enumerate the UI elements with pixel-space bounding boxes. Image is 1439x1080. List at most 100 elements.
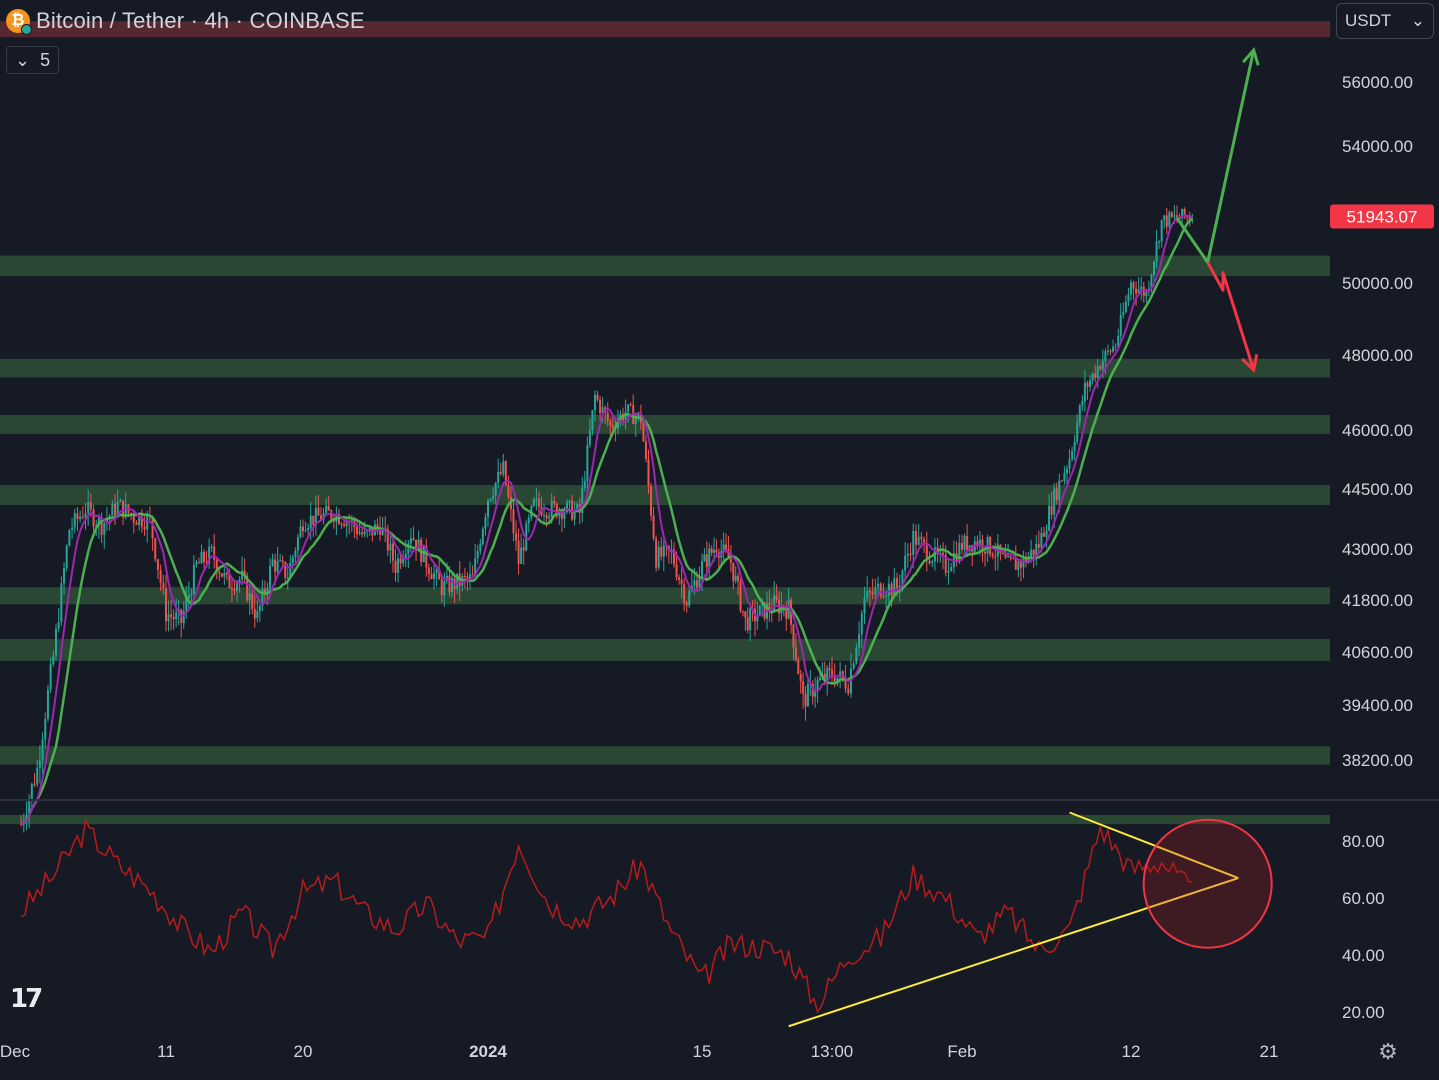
candle-down bbox=[427, 567, 430, 575]
candle-up bbox=[187, 594, 190, 598]
candle-down bbox=[1001, 553, 1004, 555]
candle-up bbox=[637, 412, 640, 417]
bullish-arrow-head bbox=[1242, 46, 1260, 66]
candle-down bbox=[517, 540, 520, 564]
current-price-badge bbox=[1330, 204, 1434, 229]
candle-up bbox=[550, 500, 553, 517]
candle-down bbox=[233, 589, 236, 591]
price-tick-label: 41800.00 bbox=[1342, 591, 1413, 610]
currency-select[interactable]: USDT ⌄ bbox=[1336, 3, 1434, 39]
candle-down bbox=[1032, 549, 1035, 556]
candle-up bbox=[1137, 289, 1140, 294]
axes: 56000.00 54000.00 50000.00 48000.00 46000.00… bbox=[0, 73, 1439, 1061]
candle-up bbox=[1140, 286, 1143, 290]
candle-up bbox=[1117, 335, 1120, 347]
settings-icon[interactable]: ⚙ bbox=[1378, 1039, 1398, 1064]
price-tick-label: 56000.00 bbox=[1342, 73, 1413, 92]
candle-up bbox=[417, 539, 420, 550]
candle-up bbox=[1089, 380, 1092, 387]
candle-up bbox=[487, 500, 489, 517]
candle-down bbox=[609, 421, 612, 426]
candle-up bbox=[901, 570, 904, 586]
candle-down bbox=[140, 515, 143, 527]
rsi-tick-label: 20.00 bbox=[1342, 1003, 1385, 1022]
price-tick-label: 46000.00 bbox=[1342, 421, 1413, 440]
candle-up bbox=[294, 550, 297, 557]
candle-down bbox=[1055, 488, 1058, 501]
candle-down bbox=[799, 674, 802, 682]
candle-up bbox=[917, 536, 920, 545]
candle-down bbox=[984, 551, 987, 554]
candle-up bbox=[818, 677, 821, 681]
candle-up bbox=[484, 516, 487, 529]
candle-up bbox=[1076, 422, 1079, 442]
candle-up bbox=[558, 511, 561, 517]
candle-down bbox=[642, 422, 645, 442]
candle-up bbox=[898, 585, 901, 588]
support-zone bbox=[0, 815, 1330, 825]
candle-down bbox=[512, 509, 515, 534]
candle-up bbox=[238, 579, 241, 584]
candle-up bbox=[30, 783, 33, 799]
indicators-toggle-button[interactable]: ⌄ 5 bbox=[6, 46, 60, 74]
candle-up bbox=[688, 591, 691, 606]
candle-up bbox=[874, 587, 877, 595]
candle-up bbox=[1045, 530, 1048, 537]
candle-down bbox=[896, 578, 898, 588]
candle-up bbox=[182, 611, 185, 623]
candle-up bbox=[1124, 301, 1127, 313]
candle-down bbox=[847, 688, 850, 694]
candle-down bbox=[162, 582, 165, 589]
candle-up bbox=[947, 570, 950, 573]
candle-up bbox=[167, 614, 170, 622]
candle-down bbox=[205, 561, 208, 564]
candle-up bbox=[634, 416, 637, 425]
candle-down bbox=[522, 547, 525, 551]
candle-down bbox=[399, 558, 402, 564]
candle-down bbox=[976, 541, 979, 547]
candle-up bbox=[866, 590, 869, 599]
candle-up bbox=[532, 499, 535, 506]
candle-down bbox=[871, 592, 874, 595]
candle-up bbox=[657, 547, 660, 568]
candle-down bbox=[882, 596, 885, 598]
candle-down bbox=[430, 574, 433, 579]
symbol-title[interactable]: Bitcoin / Tether · 4h · COINBASE bbox=[36, 8, 365, 33]
candle-down bbox=[994, 556, 997, 558]
candle-up bbox=[1101, 360, 1104, 370]
candle-up bbox=[756, 616, 759, 622]
candle-up bbox=[409, 538, 412, 544]
candle-up bbox=[289, 562, 292, 578]
candle-up bbox=[581, 487, 584, 513]
candle-down bbox=[243, 570, 246, 576]
candle-up bbox=[296, 536, 299, 551]
time-tick-label: 13:00 bbox=[811, 1042, 854, 1061]
rsi-tick-label: 80.00 bbox=[1342, 832, 1385, 851]
candle-up bbox=[443, 581, 446, 596]
moving-average-fast bbox=[20, 214, 1193, 826]
price-tick-label: 43000.00 bbox=[1342, 540, 1413, 559]
time-tick-label: 12 bbox=[1122, 1042, 1141, 1061]
candle-down bbox=[218, 571, 221, 574]
candle-down bbox=[879, 583, 882, 597]
time-tick-label: Dec bbox=[0, 1042, 31, 1061]
candle-up bbox=[583, 481, 586, 488]
candle-down bbox=[1176, 215, 1178, 219]
rsi-trendline bbox=[788, 877, 1239, 1028]
tradingview-logo[interactable]: 17 bbox=[10, 984, 43, 1014]
candle-down bbox=[343, 524, 346, 527]
candle-down bbox=[1178, 218, 1181, 220]
candle-down bbox=[215, 559, 218, 572]
candle-up bbox=[1160, 219, 1163, 242]
candle-down bbox=[263, 588, 266, 593]
candle-up bbox=[963, 536, 966, 550]
candle-down bbox=[203, 551, 206, 562]
candle-up bbox=[885, 595, 888, 597]
candle-up bbox=[314, 507, 317, 525]
candle-up bbox=[912, 531, 915, 556]
rsi-trendline bbox=[1069, 811, 1239, 879]
price-pane bbox=[0, 21, 1330, 833]
candle-down bbox=[281, 560, 284, 562]
resistance-zone bbox=[0, 21, 1330, 38]
